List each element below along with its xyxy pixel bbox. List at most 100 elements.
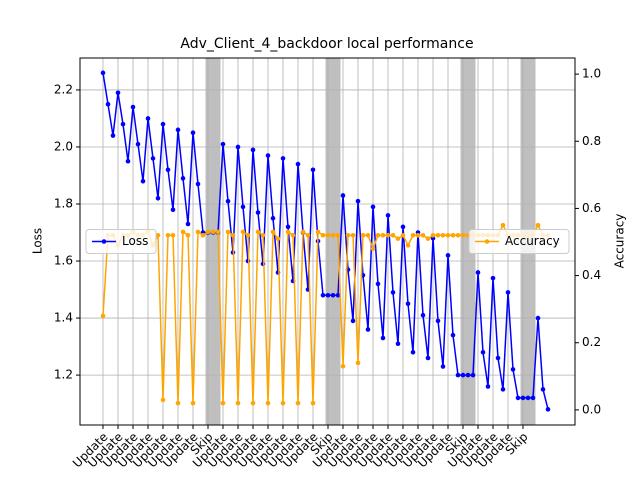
series-marker <box>545 407 551 412</box>
series-marker <box>400 232 406 238</box>
series-marker <box>430 232 436 238</box>
series-marker <box>120 121 126 127</box>
series-marker <box>280 400 286 406</box>
series-marker <box>355 360 361 366</box>
series-marker <box>305 232 311 238</box>
series-marker <box>410 232 416 238</box>
series-marker <box>310 167 316 173</box>
series-marker <box>375 232 381 238</box>
series-marker <box>170 232 176 238</box>
series-marker <box>495 355 501 361</box>
series-marker <box>200 232 206 238</box>
series-marker <box>295 400 301 406</box>
series-marker <box>445 232 451 238</box>
series-marker <box>350 318 356 324</box>
y-tick-label: 1.6 <box>54 254 73 268</box>
y2-tick-label: 0.6 <box>582 201 601 215</box>
series-marker <box>170 207 176 213</box>
series-marker <box>220 400 226 406</box>
series-marker <box>420 312 426 318</box>
series-marker <box>505 290 511 295</box>
series-marker <box>265 153 271 158</box>
series-marker <box>320 292 326 298</box>
series-marker <box>380 335 386 341</box>
series-marker <box>425 236 431 241</box>
series-marker <box>365 327 371 332</box>
series-marker <box>285 229 291 235</box>
series-marker <box>250 400 256 406</box>
series-marker <box>435 318 441 324</box>
series-marker <box>330 292 336 298</box>
series-marker <box>215 229 221 235</box>
series-marker <box>465 372 471 378</box>
series-marker <box>115 90 121 96</box>
series-marker <box>445 253 451 258</box>
y-tick-label: 1.2 <box>54 368 73 382</box>
series-marker <box>385 213 391 218</box>
series-marker <box>450 232 456 238</box>
series-marker <box>230 232 236 238</box>
series-marker <box>245 232 251 238</box>
series-marker <box>375 281 381 287</box>
series-marker <box>165 167 171 173</box>
y-axis-label: Loss <box>31 228 45 254</box>
series-marker <box>385 232 391 238</box>
series-marker <box>335 292 341 298</box>
series-marker <box>275 236 281 241</box>
legend-marker <box>484 239 490 244</box>
series-marker <box>405 301 411 307</box>
series-marker <box>405 243 411 248</box>
series-marker <box>540 387 546 392</box>
series-marker <box>110 133 116 138</box>
series-marker <box>535 315 541 321</box>
series-marker <box>180 176 186 181</box>
y2-tick-label: 0.8 <box>582 134 601 148</box>
series-marker <box>285 224 291 230</box>
legend: Loss <box>85 229 157 254</box>
series-marker <box>270 215 276 221</box>
series-marker <box>360 232 366 238</box>
y2-tick-label: 1.0 <box>582 67 601 81</box>
series-marker <box>470 372 476 378</box>
series-marker <box>135 141 141 147</box>
series-marker <box>425 355 431 361</box>
skip-region <box>325 58 341 425</box>
series-marker <box>335 232 341 238</box>
series-marker <box>195 181 201 187</box>
series-marker <box>265 400 271 406</box>
series-marker <box>390 232 396 238</box>
series-marker <box>415 232 421 238</box>
legend-label: Accuracy <box>505 234 560 248</box>
series-marker <box>175 400 181 406</box>
series-marker <box>180 229 186 235</box>
series-marker <box>250 147 256 153</box>
series-marker <box>320 232 326 238</box>
series-marker <box>380 232 386 238</box>
series-marker <box>365 232 371 238</box>
series-marker <box>440 364 446 369</box>
series-marker <box>225 198 231 204</box>
series-marker <box>155 232 161 238</box>
y-tick-label: 1.4 <box>54 311 73 325</box>
series-marker <box>460 232 466 238</box>
series-marker <box>190 130 196 136</box>
series-marker <box>450 332 456 338</box>
series-marker <box>270 229 276 235</box>
series-marker <box>520 395 526 401</box>
series-marker <box>340 193 346 198</box>
series-marker <box>260 232 266 238</box>
series-marker <box>220 141 226 147</box>
series-marker <box>150 156 156 161</box>
series-marker <box>535 222 541 228</box>
chart-title: Adv_Client_4_backdoor local performance <box>180 36 473 52</box>
series-marker <box>455 232 461 238</box>
series-marker <box>105 101 111 107</box>
series-marker <box>390 290 396 295</box>
series-marker <box>315 229 321 235</box>
y-tick-label: 2.0 <box>54 139 73 153</box>
skip-region <box>205 58 221 425</box>
legend-box <box>85 229 157 254</box>
y2-axis-label: Accuracy <box>613 214 627 269</box>
series-marker <box>340 363 346 369</box>
